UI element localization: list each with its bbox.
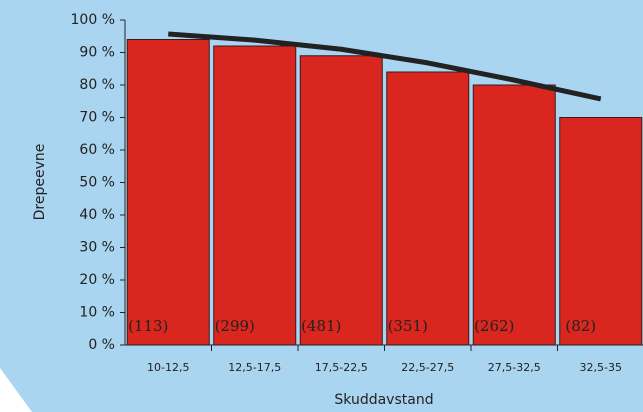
annotation: (299) <box>215 317 255 335</box>
y-tick-label: 30 % <box>79 240 115 256</box>
bar <box>126 39 210 346</box>
y-tick-label: 80 % <box>79 77 115 93</box>
corner <box>0 368 32 412</box>
x-axis-title: Skuddavstand <box>334 392 433 408</box>
annotation: (262) <box>474 317 514 335</box>
x-tick-label: 27,5-32,5 <box>488 361 541 374</box>
x-tick-label: 17,5-22,5 <box>315 361 368 374</box>
y-tick-label: 60 % <box>79 142 115 158</box>
x-tick-label: 10-12,5 <box>147 361 189 374</box>
y-tick-label: 70 % <box>79 110 115 126</box>
x-tick-label: 22,5-27,5 <box>401 361 454 374</box>
bar <box>386 71 470 346</box>
y-tick-label: 50 % <box>79 175 115 191</box>
bar <box>559 117 643 346</box>
annotation: (481) <box>301 317 341 335</box>
y-tick-label: 20 % <box>79 272 115 288</box>
bar <box>472 84 556 346</box>
y-axis-title: Drepeevne <box>32 144 48 221</box>
annotation: (82) <box>565 317 596 335</box>
y-tick-label: 0 % <box>88 337 115 353</box>
x-tick-label: 32,5-35 <box>580 361 622 374</box>
annotation: (113) <box>128 317 168 335</box>
y-tick-label: 40 % <box>79 207 115 223</box>
trend-line <box>168 31 602 102</box>
y-tick-label: 10 % <box>79 305 115 321</box>
bar <box>213 45 297 346</box>
x-tick-label: 12,5-17,5 <box>228 361 281 374</box>
y-tick-label: 100 % <box>71 12 115 28</box>
bar <box>299 55 383 346</box>
annotation: (351) <box>388 317 428 335</box>
y-tick-label: 90 % <box>79 45 115 61</box>
